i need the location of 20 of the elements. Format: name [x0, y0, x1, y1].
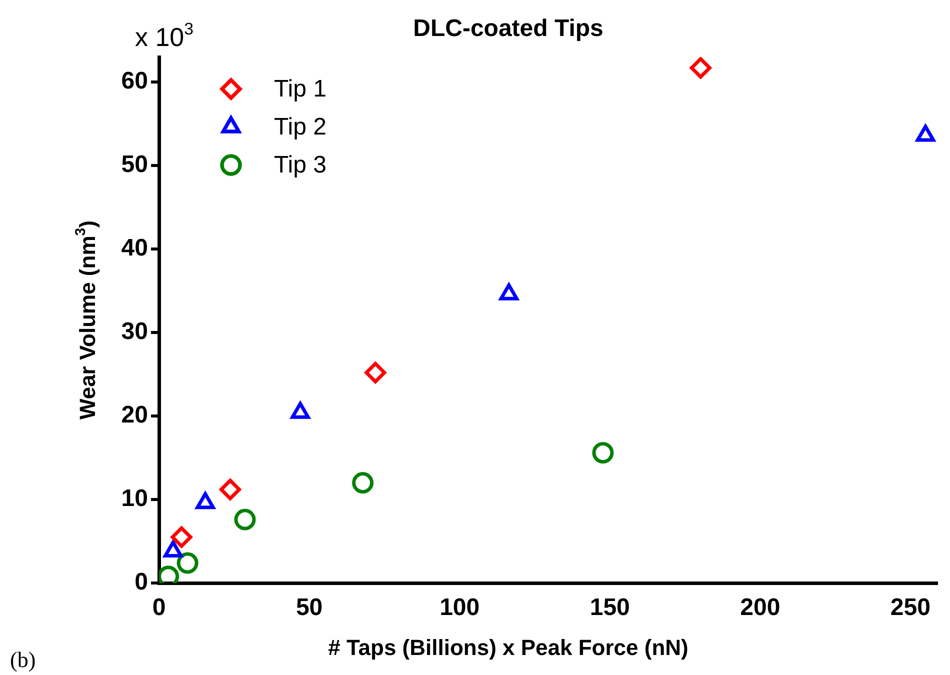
- x-tick-label: 150: [590, 594, 630, 622]
- y-tick-label: 40: [121, 234, 148, 262]
- chart-title: DLC-coated Tips: [413, 15, 604, 42]
- y-axis-title: Wear Volume (nm3): [73, 220, 100, 420]
- x-axis-title: # Taps (Billions) x Peak Force (nN): [328, 635, 688, 660]
- text: (b): [10, 647, 36, 672]
- y-tick-label: 30: [121, 318, 148, 346]
- legend-label: Tip 2: [274, 114, 326, 141]
- y-tick-label: 20: [121, 402, 148, 429]
- y-tick-label: 60: [121, 68, 148, 95]
- legend-label: Tip 3: [274, 152, 326, 179]
- x-tick-label: 250: [890, 594, 930, 622]
- y-tick-label: 50: [121, 151, 148, 178]
- legend-label: Tip 1: [274, 76, 326, 103]
- x-tick-label: 0: [152, 594, 166, 622]
- y-tick-label: 10: [121, 485, 148, 512]
- x-tick-label: 100: [440, 594, 480, 622]
- x-tick-label: 200: [740, 594, 780, 622]
- x-tick-label: 50: [296, 594, 323, 622]
- y-tick-label: 0: [134, 568, 148, 596]
